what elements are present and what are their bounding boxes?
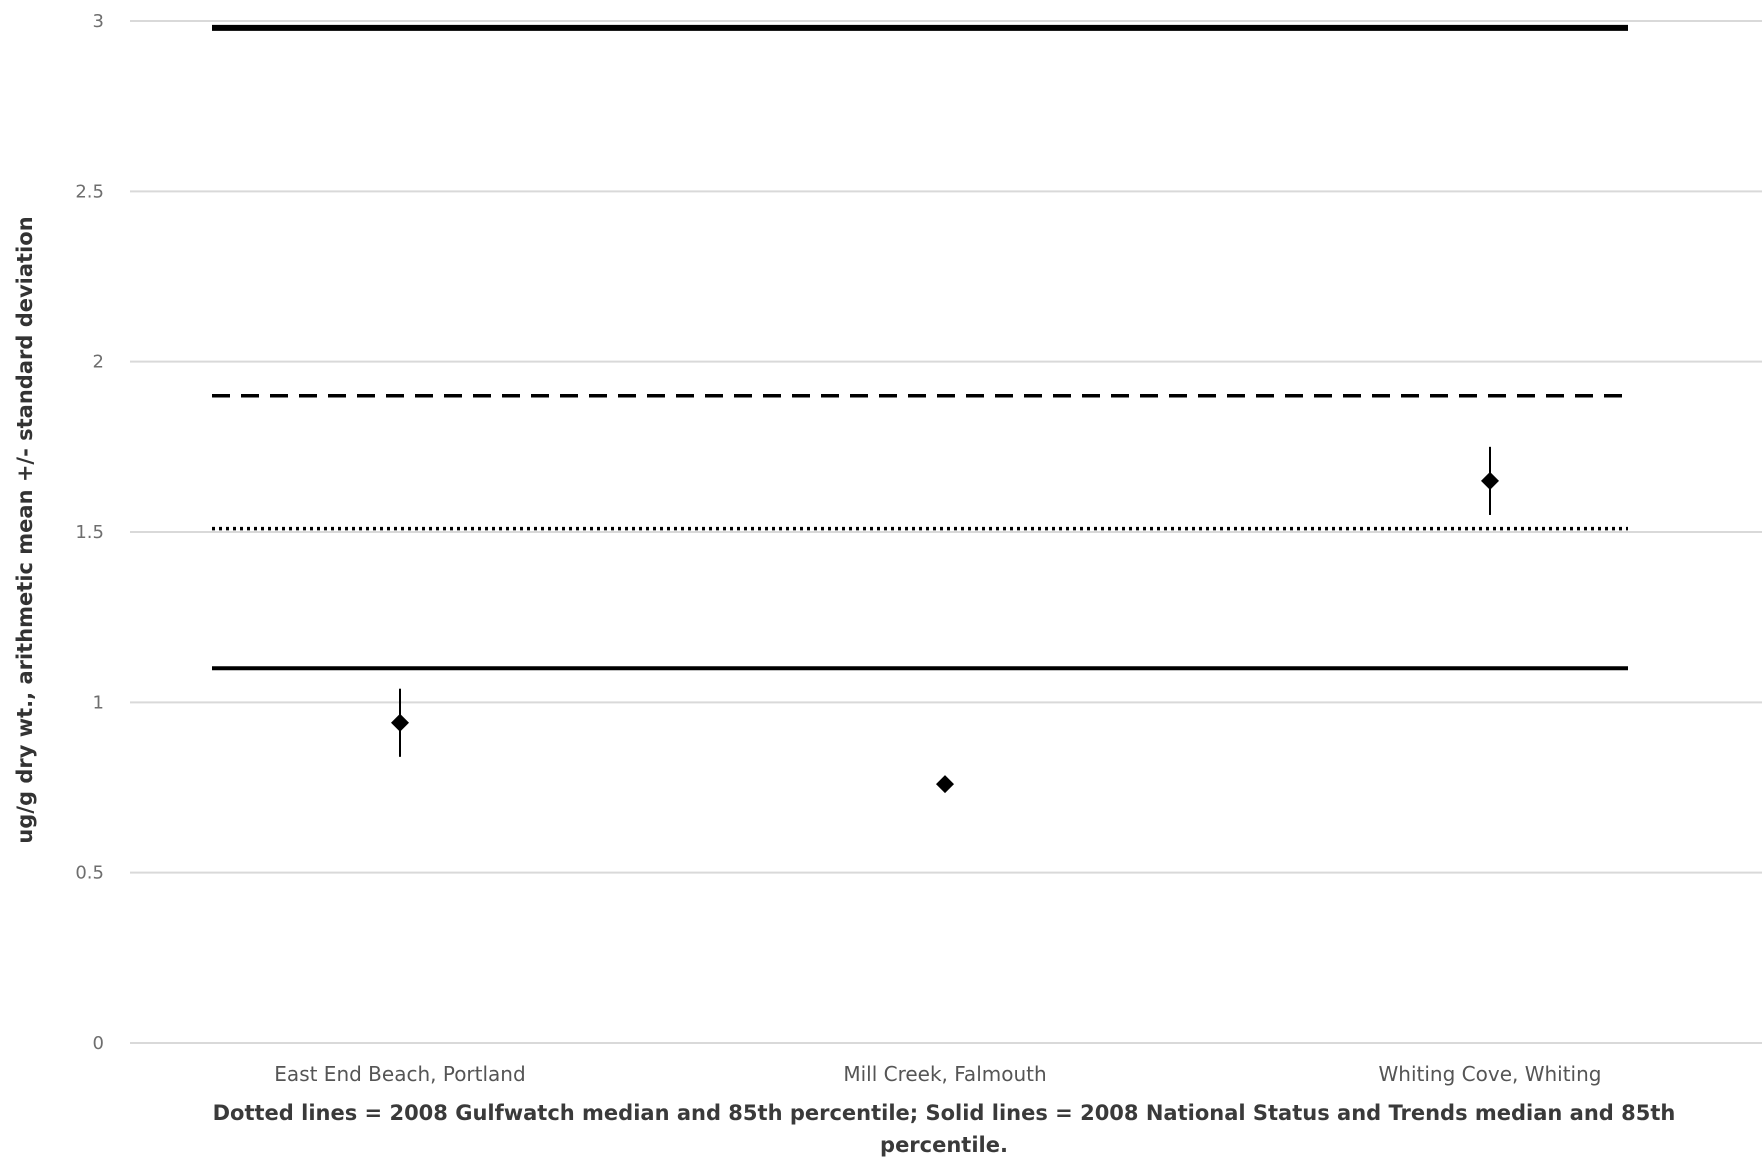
data-point bbox=[391, 713, 409, 732]
x-category-label: Whiting Cove, Whiting bbox=[1379, 1062, 1602, 1086]
data-points bbox=[391, 446, 1499, 794]
y-tick-label: 1 bbox=[93, 692, 104, 713]
footnote-line-1: Dotted lines = 2008 Gulfwatch median and… bbox=[213, 1101, 1676, 1125]
x-category-labels: East End Beach, Portland Mill Creek, Falm… bbox=[274, 1062, 1601, 1086]
y-tick-label: 2 bbox=[93, 352, 104, 373]
y-tick-labels: 0 0.5 1 1.5 2 2.5 3 bbox=[75, 11, 104, 1054]
y-tick-label: 2.5 bbox=[75, 181, 104, 202]
x-category-label: Mill Creek, Falmouth bbox=[843, 1062, 1046, 1086]
data-point bbox=[1481, 471, 1499, 490]
y-axis-label: ug/g dry wt., arithmetic mean +/- standa… bbox=[13, 216, 37, 843]
y-tick-label: 0 bbox=[93, 1033, 104, 1054]
y-tick-label: 0.5 bbox=[75, 863, 104, 884]
x-category-label: East End Beach, Portland bbox=[274, 1062, 525, 1086]
data-point bbox=[936, 775, 954, 794]
y-tick-label: 1.5 bbox=[75, 522, 104, 543]
footnote-line-2: percentile. bbox=[880, 1133, 1008, 1157]
footnote: Dotted lines = 2008 Gulfwatch median and… bbox=[213, 1101, 1676, 1157]
gridlines bbox=[130, 20, 1762, 1044]
y-tick-label: 3 bbox=[93, 11, 104, 32]
reference-lines bbox=[212, 24, 1628, 671]
